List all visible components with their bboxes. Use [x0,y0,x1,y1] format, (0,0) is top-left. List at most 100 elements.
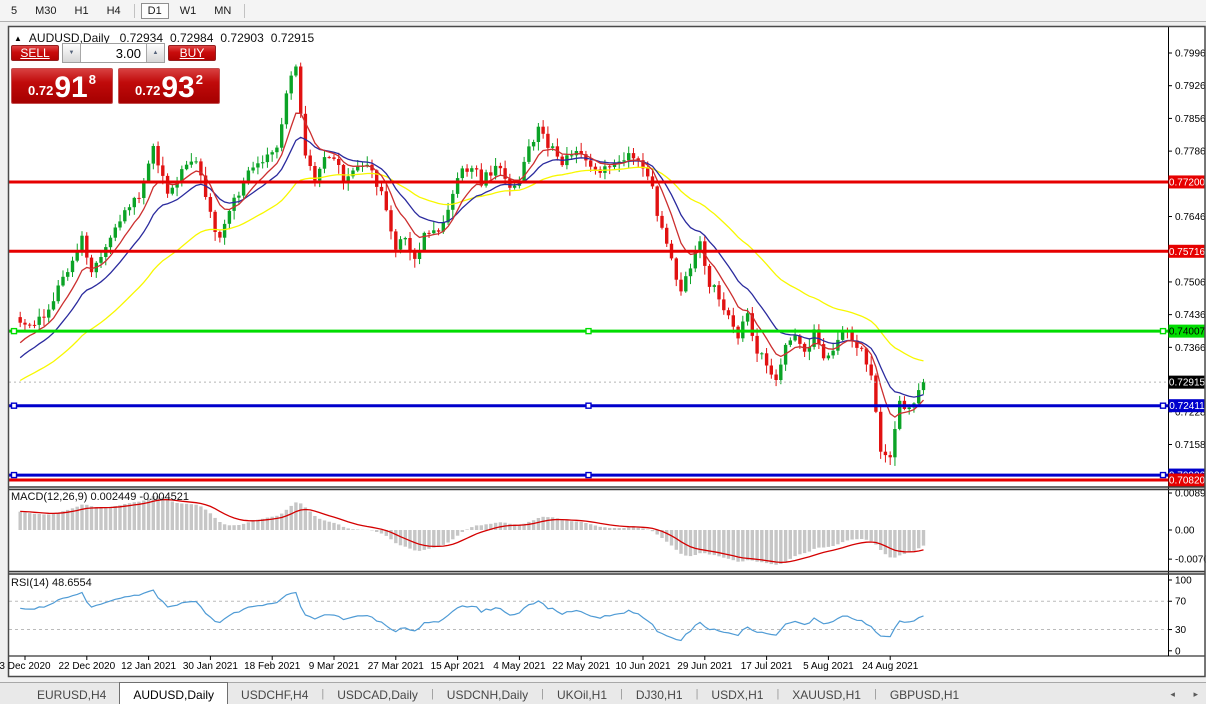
timeframe-button-d1[interactable]: D1 [140,2,169,19]
svg-text:0.75716: 0.75716 [1169,247,1206,258]
svg-text:29 Jun 2021: 29 Jun 2021 [677,661,732,672]
volume-stepper: ▼ 3.00 ▲ [62,43,165,63]
line-drag-handle[interactable] [585,327,592,335]
chart-title: AUDUSD,Daily [28,31,110,45]
svg-text:0.00: 0.00 [1175,526,1195,537]
svg-text:17 Jul 2021: 17 Jul 2021 [741,661,793,672]
chart-tab-xauusd[interactable]: XAUUSD,H1 [792,688,861,702]
svg-text:12 Jan 2021: 12 Jan 2021 [121,661,176,672]
tab-divider: | [321,687,325,700]
line-drag-handle[interactable] [1159,471,1167,479]
candlesticks [18,62,926,466]
chart-title-row: ▲ AUDUSD,Daily 0.72934 0.72984 0.72903 0… [14,31,321,45]
line-drag-handle[interactable] [1159,402,1167,409]
svg-text:0.72915: 0.72915 [1169,378,1206,389]
line-drag-handle[interactable] [1159,327,1167,335]
svg-text:30: 30 [1175,625,1187,636]
svg-text:5 Aug 2021: 5 Aug 2021 [803,661,854,672]
horizontal-levels [9,180,1168,482]
timeframe-button-h1[interactable]: H1 [74,4,89,17]
svg-text:0: 0 [1175,646,1181,657]
buy-price-button[interactable]: 0.72 93 2 [118,68,220,104]
chart-tab-usdcad[interactable]: USDCAD,Daily [337,688,418,702]
line-drag-handle[interactable] [10,402,18,409]
chart-tab-audusd[interactable]: AUDUSD,Daily [119,682,229,704]
volume-input[interactable]: 3.00 [81,44,146,62]
tab-scroll-arrows: ◂ ▸ [1154,689,1198,700]
chart-tab-usdx[interactable]: USDX,H1 [711,688,764,702]
svg-text:0.77200: 0.77200 [1169,177,1206,188]
ma-fast-line [19,112,924,418]
svg-text:15 Apr 2021: 15 Apr 2021 [431,661,485,672]
svg-text:100: 100 [1175,576,1192,587]
timeframe-button-5[interactable]: 5 [11,4,18,17]
buy-price-prefix: 0.72 [135,83,161,98]
quote-low: 0.72903 [220,31,264,45]
scroll-left-icon[interactable]: ◂ [1170,689,1175,699]
chart-tab-usdcnh[interactable]: USDCNH,Daily [446,688,529,702]
sell-price-pip: 8 [88,72,96,87]
sell-price-prefix: 0.72 [28,83,54,98]
quote-open: 0.72934 [119,31,163,45]
line-drag-handle[interactable] [10,471,18,479]
rsi-panel: 100 70 30 0 [9,576,1192,657]
timeframe-button-m30[interactable]: M30 [35,4,57,17]
rsi-indicator-label: RSI(14) 48.6554 [11,577,92,589]
tab-divider: | [620,687,623,700]
buy-button[interactable]: BUY [168,45,216,61]
chart-tab-eurusd[interactable]: EURUSD,H4 [37,688,107,702]
line-drag-handle[interactable] [585,471,592,479]
sell-price-button[interactable]: 0.72 91 8 [11,68,113,104]
chart-tab-ukoil[interactable]: UKOil,H1 [557,688,608,702]
price-axis-labels: 0.772000.757160.740070.724110.709260.708… [1168,175,1206,487]
chart-tab-dj30[interactable]: DJ30,H1 [635,688,683,702]
svg-text:9 Mar 2021: 9 Mar 2021 [309,661,360,672]
scroll-right-icon[interactable]: ▸ [1193,689,1198,699]
chart-tab-usdchf[interactable]: USDCHF,H4 [241,688,309,702]
timeframe-button-h4[interactable]: H4 [106,4,121,17]
ma-slow-line [19,166,924,382]
buy-price-pip: 2 [195,72,203,87]
panel-separators [7,25,1206,678]
quote-close: 0.72915 [270,31,315,45]
timeframe-button-w1[interactable]: W1 [179,4,197,17]
toolbar-divider [244,3,246,18]
svg-text:70: 70 [1175,597,1187,608]
ma-mid-line [19,136,924,398]
sell-button[interactable]: SELL [11,45,59,61]
toolbar-divider [133,3,135,18]
svg-text:10 Jun 2021: 10 Jun 2021 [615,661,670,672]
line-drag-handle[interactable] [585,402,592,409]
tab-divider: | [430,687,434,700]
time-axis: 3 Dec 2020 22 Dec 2020 12 Jan 2021 30 Jan 2… [0,656,919,672]
svg-text:0.74007: 0.74007 [1169,327,1206,338]
timeframe-toolbar: 5 M30 H1 H4 D1 W1 MN [0,0,1206,22]
svg-text:22 Dec 2020: 22 Dec 2020 [58,661,115,672]
chart-tab-gbpusd[interactable]: GBPUSD,H1 [889,688,960,702]
line-drag-handle[interactable] [10,327,18,335]
tab-divider: | [776,687,780,700]
tab-divider: | [695,687,699,700]
svg-text:0.72411: 0.72411 [1169,401,1205,412]
svg-text:0.70820: 0.70820 [1169,476,1206,487]
collapse-quote-panel-icon[interactable]: ▲ [14,33,22,43]
svg-text:30 Jan 2021: 30 Jan 2021 [183,661,238,672]
volume-up-icon[interactable]: ▲ [146,44,164,62]
svg-text:3 Dec 2020: 3 Dec 2020 [0,661,51,672]
volume-down-icon[interactable]: ▼ [63,44,81,62]
timeframe-button-mn[interactable]: MN [214,4,232,17]
svg-text:18 Feb 2021: 18 Feb 2021 [244,661,301,672]
svg-text:27 Mar 2021: 27 Mar 2021 [368,661,425,672]
svg-text:4 May 2021: 4 May 2021 [493,661,546,672]
